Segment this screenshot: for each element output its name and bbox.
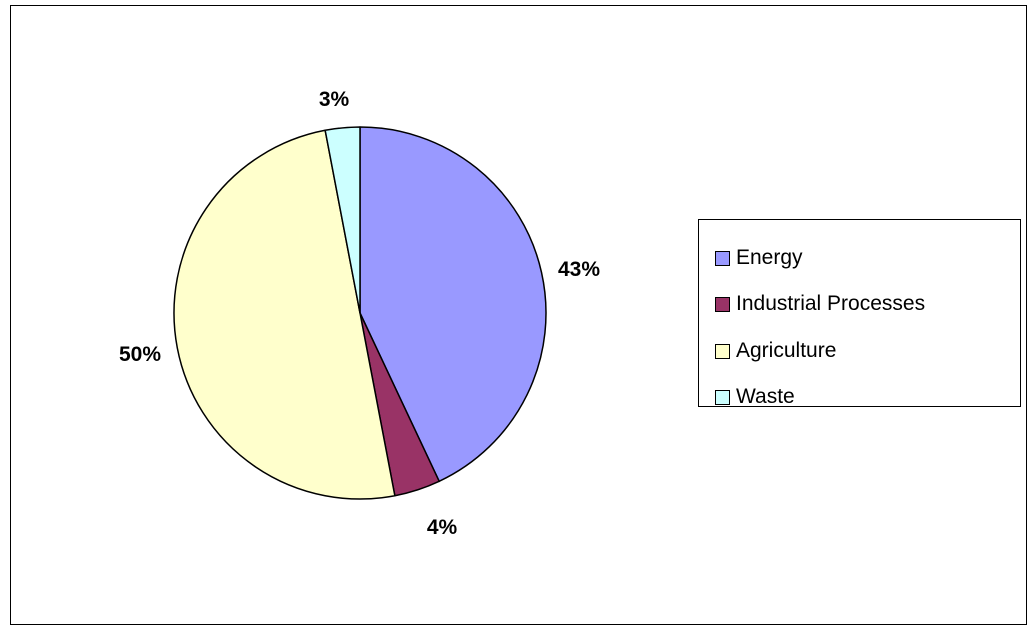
legend-label-industrial-processes: Industrial Processes [736, 292, 926, 315]
legend-swatch-waste [715, 389, 730, 405]
legend-item-waste: Waste [715, 385, 795, 409]
legend-label-energy: Energy [736, 246, 803, 269]
pie-slice-waste [324, 126, 361, 314]
legend-label-waste: Waste [736, 385, 795, 408]
legend: Energy Industrial Processes Agriculture … [698, 219, 1021, 409]
legend-swatch-industrial-processes [715, 296, 730, 312]
data-label-industrial-processes: 4% [427, 516, 458, 539]
legend-label-agriculture: Agriculture [736, 339, 837, 362]
legend-item-industrial-processes: Industrial Processes [715, 292, 925, 316]
data-label-agriculture: 50% [119, 343, 161, 366]
data-label-waste: 3% [319, 88, 350, 111]
pie-slice-energy [359, 126, 547, 483]
data-label-energy: 43% [558, 258, 600, 281]
legend-swatch-agriculture [715, 343, 730, 359]
legend-item-agriculture: Agriculture [715, 339, 836, 363]
pie-slice-agriculture [173, 129, 396, 500]
pie-chart: 43% 4% 50% 3% [119, 88, 600, 539]
legend-swatch-energy [715, 250, 730, 266]
legend-item-energy: Energy [715, 246, 803, 270]
